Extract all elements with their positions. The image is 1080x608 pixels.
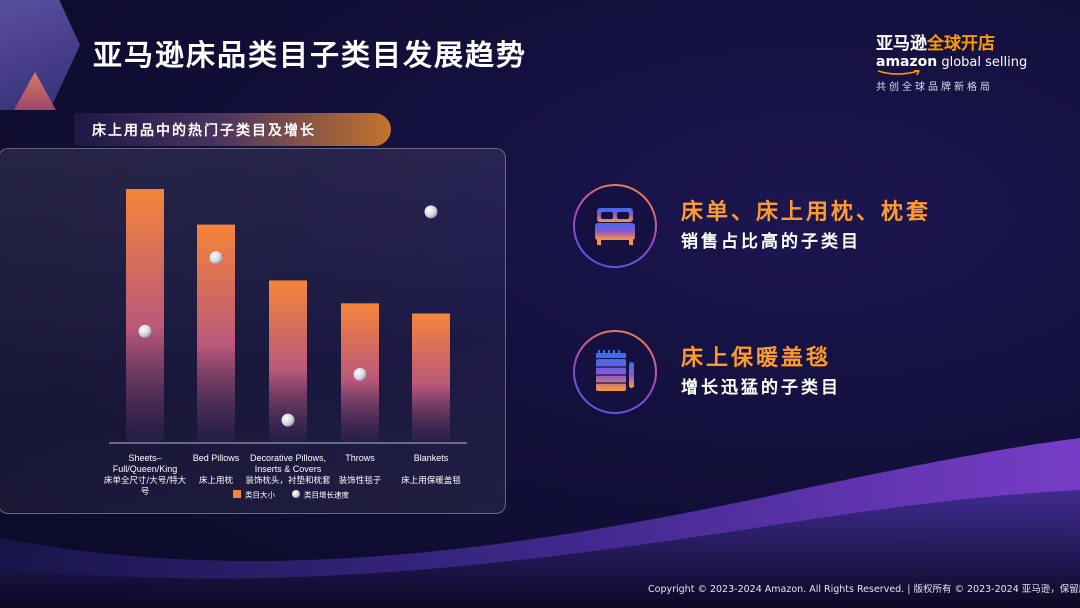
- highlight-sales-share: 床单、床上用枕、枕套 销售占比高的子类目: [573, 184, 931, 268]
- amazon-smile-icon: [877, 70, 921, 76]
- amazon-global-selling-logo: 亚马逊全球开店 amazon global selling 共创全球品牌新格局: [876, 34, 1028, 93]
- x-tick-label-en-4: Throws: [345, 453, 375, 463]
- bar-1: [126, 189, 164, 443]
- legend-swatch-bar: [233, 490, 241, 498]
- highlight-caption: 销售占比高的子类目: [681, 231, 861, 252]
- growth-dot-5: [424, 205, 438, 219]
- growth-dot-2: [209, 251, 223, 265]
- highlight-caption: 增长迅猛的子类目: [681, 377, 841, 398]
- subtitle-banner: [74, 113, 391, 146]
- growth-dot-4: [353, 367, 367, 381]
- blanket-icon: [573, 330, 657, 414]
- x-tick-label-cn-3: 装饰枕头，衬垫和枕套: [245, 475, 331, 486]
- section-subtitle: 床上用品中的热门子类目及增长: [92, 123, 316, 139]
- page-title: 亚马逊床品类目子类目发展趋势: [93, 38, 528, 72]
- copyright-notice: Copyright © 2023-2024 Amazon. All Rights…: [648, 584, 1080, 595]
- x-tick-label-cn-5: 床上用保暖盖毯: [401, 475, 461, 486]
- growth-dot-3: [281, 413, 295, 427]
- logo-en: amazon global selling: [876, 54, 1028, 70]
- x-tick-label-en-2: Bed Pillows: [193, 453, 240, 463]
- legend-swatch-dot: [292, 490, 300, 498]
- decorative-wave: [0, 438, 1080, 608]
- x-tick-label-en-1: Sheets– Full/Queen/King: [113, 453, 178, 474]
- bar-5: [412, 313, 450, 443]
- x-tick-label-en-5: Blankets: [414, 453, 449, 463]
- highlight-headline: 床上保暖盖毯: [681, 345, 832, 371]
- x-tick-label-cn-1: 床单全尺寸/大号/特大号: [104, 475, 187, 497]
- logo-cn: 亚马逊全球开店: [876, 34, 995, 54]
- x-tick-label-cn-2: 床上用枕: [199, 475, 234, 486]
- x-tick-label-en-3: Decorative Pillows, Inserts & Covers: [250, 453, 326, 474]
- highlight-headline: 床单、床上用枕、枕套: [681, 199, 932, 225]
- legend-label-dot: 类目增长速度: [304, 490, 349, 500]
- x-tick-label-cn-4: 装饰性毯子: [339, 475, 382, 486]
- legend-label-bar: 类目大小: [245, 490, 275, 500]
- bed-icon: [573, 184, 657, 268]
- logo-tagline: 共创全球品牌新格局: [876, 82, 993, 93]
- highlight-fast-growth: 床上保暖盖毯 增长迅猛的子类目: [573, 330, 841, 414]
- growth-dot-1: [138, 324, 152, 338]
